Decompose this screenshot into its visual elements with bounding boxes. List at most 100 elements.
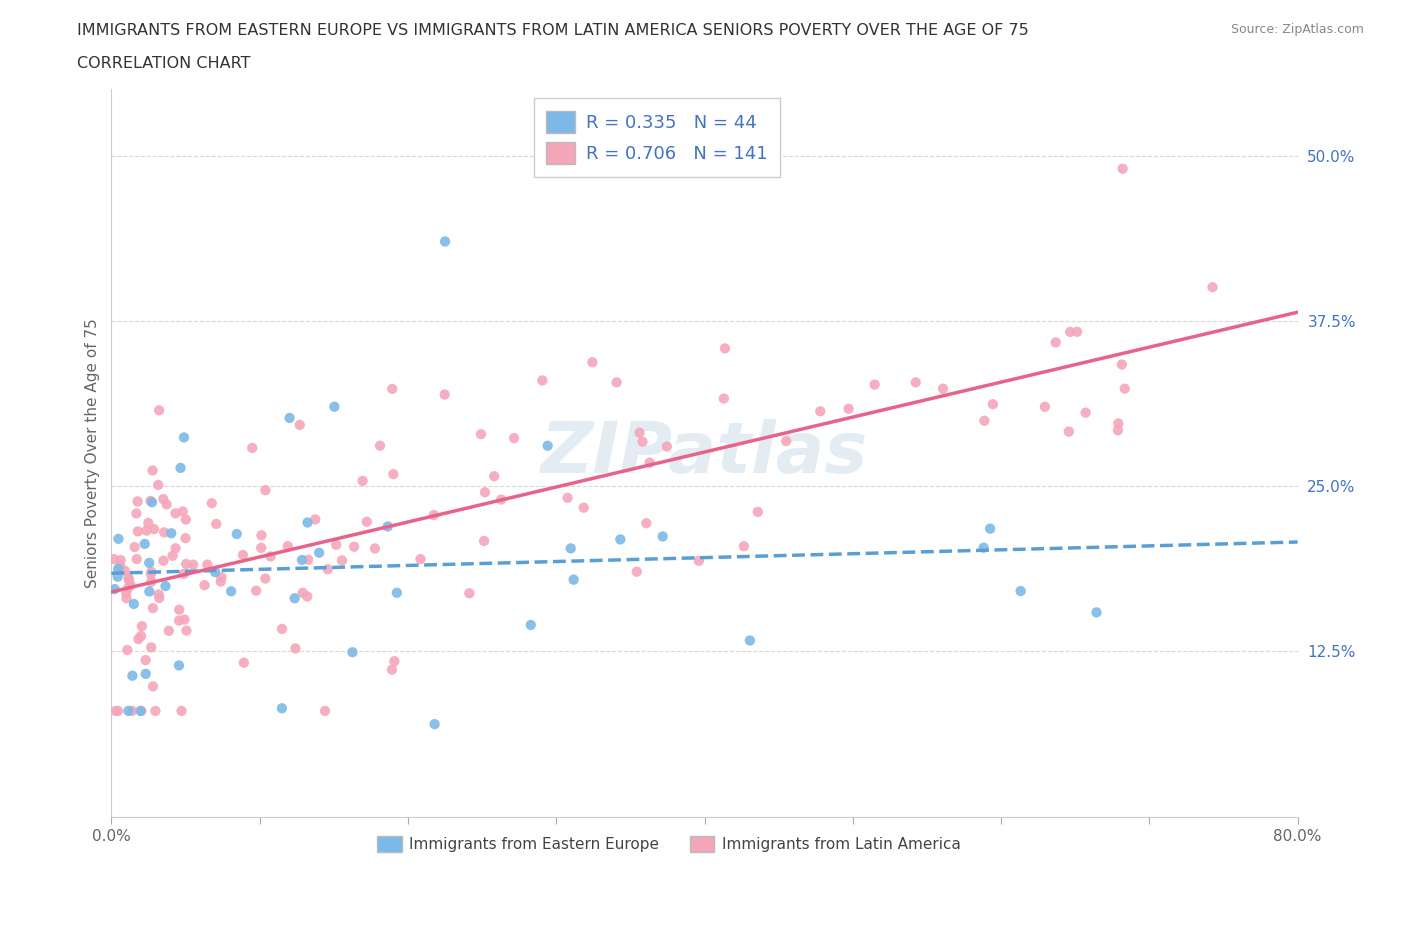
Point xyxy=(572,500,595,515)
Point xyxy=(288,418,311,432)
Point xyxy=(323,399,346,414)
Point xyxy=(173,566,195,581)
Point xyxy=(174,531,197,546)
Point xyxy=(259,549,281,564)
Point xyxy=(733,538,755,553)
Point xyxy=(134,537,156,551)
Point xyxy=(232,548,254,563)
Point xyxy=(225,526,247,541)
Point xyxy=(254,483,277,498)
Point xyxy=(284,641,307,656)
Point xyxy=(979,521,1001,536)
Point xyxy=(117,570,139,585)
Point xyxy=(433,387,456,402)
Point xyxy=(1033,399,1056,414)
Point xyxy=(368,438,391,453)
Point xyxy=(651,529,673,544)
Point xyxy=(139,567,162,582)
Point xyxy=(195,557,218,572)
Point xyxy=(775,433,797,448)
Point xyxy=(631,434,654,449)
Point xyxy=(863,378,886,392)
Point xyxy=(141,575,163,590)
Point xyxy=(125,551,148,566)
Point xyxy=(117,580,139,595)
Point xyxy=(152,553,174,568)
Point xyxy=(142,463,165,478)
Point xyxy=(138,555,160,570)
Point xyxy=(240,441,263,456)
Point xyxy=(628,425,651,440)
Point xyxy=(537,438,560,453)
Point xyxy=(124,539,146,554)
Point xyxy=(472,534,495,549)
Point xyxy=(1114,381,1136,396)
Point xyxy=(838,402,860,417)
Text: Source: ZipAtlas.com: Source: ZipAtlas.com xyxy=(1230,23,1364,36)
Point xyxy=(1045,335,1067,350)
Point xyxy=(142,601,165,616)
Point xyxy=(169,460,191,475)
Point xyxy=(250,528,273,543)
Point xyxy=(153,525,176,539)
Point xyxy=(157,623,180,638)
Point xyxy=(110,552,132,567)
Point xyxy=(271,701,294,716)
Point xyxy=(139,494,162,509)
Point xyxy=(205,516,228,531)
Point xyxy=(581,354,603,369)
Point xyxy=(156,497,179,512)
Point xyxy=(145,703,167,718)
Point xyxy=(148,403,170,418)
Point xyxy=(209,574,232,589)
Point xyxy=(932,381,955,396)
Point xyxy=(167,603,190,618)
Point xyxy=(356,514,378,529)
Point xyxy=(155,578,177,593)
Point xyxy=(219,584,242,599)
Point xyxy=(103,551,125,566)
Point xyxy=(138,584,160,599)
Point xyxy=(1085,604,1108,619)
Point xyxy=(606,375,628,390)
Point xyxy=(278,410,301,425)
Point xyxy=(458,586,481,601)
Point xyxy=(297,515,319,530)
Point xyxy=(1074,405,1097,420)
Point xyxy=(142,679,165,694)
Point xyxy=(165,541,187,556)
Y-axis label: Seniors Poverty Over the Age of 75: Seniors Poverty Over the Age of 75 xyxy=(86,318,100,588)
Point xyxy=(1111,161,1133,176)
Point xyxy=(232,656,254,671)
Point xyxy=(121,669,143,684)
Point xyxy=(291,552,314,567)
Point xyxy=(808,404,831,418)
Point xyxy=(211,570,233,585)
Point xyxy=(560,541,582,556)
Point xyxy=(148,591,170,605)
Point xyxy=(638,455,661,470)
Point xyxy=(117,643,139,658)
Point xyxy=(160,525,183,540)
Point xyxy=(152,492,174,507)
Point xyxy=(352,473,374,488)
Point xyxy=(655,439,678,454)
Point xyxy=(434,234,457,249)
Point xyxy=(204,565,226,579)
Point xyxy=(129,703,152,718)
Point xyxy=(973,540,995,555)
Point xyxy=(131,703,153,718)
Point xyxy=(714,341,737,356)
Point xyxy=(382,467,405,482)
Point xyxy=(162,549,184,564)
Point xyxy=(245,583,267,598)
Point xyxy=(562,572,585,587)
Point xyxy=(531,373,554,388)
Point xyxy=(181,557,204,572)
Point xyxy=(176,623,198,638)
Point xyxy=(148,477,170,492)
Point xyxy=(135,667,157,682)
Point xyxy=(141,640,163,655)
Point xyxy=(973,413,995,428)
Point xyxy=(325,538,347,552)
